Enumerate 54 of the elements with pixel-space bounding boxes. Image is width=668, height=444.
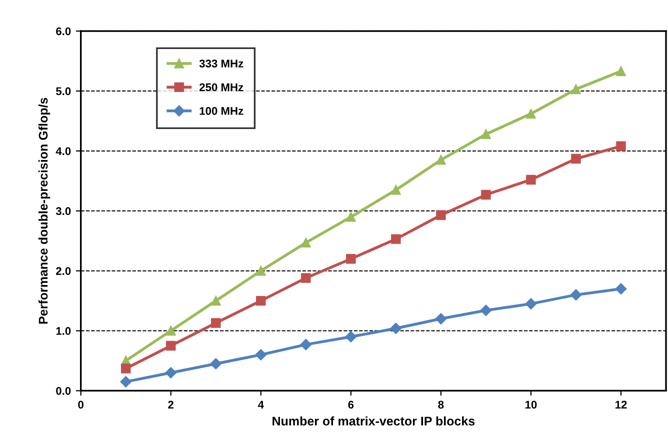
point (525, 298, 537, 310)
point (210, 358, 222, 370)
point (301, 238, 311, 248)
point (346, 254, 356, 264)
point (571, 154, 581, 164)
point (256, 266, 266, 276)
point (166, 340, 176, 351)
x-tick-label: 12 (616, 400, 627, 408)
point (481, 129, 491, 140)
point (526, 174, 536, 185)
y-axis-title: Performance double-precision Gflop/s (38, 98, 50, 324)
point (300, 338, 312, 350)
x-tick-label: 4 (258, 400, 264, 408)
point (435, 313, 447, 324)
y-tick-label: 1.0 (56, 327, 71, 335)
point (436, 155, 446, 165)
y-tick-label: 6.0 (56, 27, 71, 36)
point (166, 326, 176, 336)
point (256, 296, 266, 306)
point (436, 210, 446, 220)
point (211, 318, 221, 328)
point (391, 185, 401, 195)
point (390, 322, 402, 334)
y-tick-label: 5.0 (56, 87, 71, 96)
x-tick-label: 8 (438, 400, 444, 409)
legend-label: 250 MHz (200, 83, 244, 92)
y-tick-label: 0.0 (56, 386, 71, 395)
point (615, 283, 627, 294)
point (616, 66, 626, 76)
point (301, 273, 311, 283)
x-tick-label: 6 (348, 400, 354, 409)
point (211, 296, 221, 306)
y-tick-label: 4.0 (56, 147, 71, 156)
point (481, 190, 491, 200)
point (120, 364, 131, 374)
legend-label: 333 MHz (199, 60, 244, 68)
point (165, 367, 176, 378)
legend-label: 100 MHz (200, 107, 244, 115)
x-axis-title: Number of matrix-vector IP blocks (272, 416, 475, 426)
point (571, 84, 581, 94)
x-tick-label: 10 (525, 400, 537, 409)
point (570, 289, 582, 300)
point (391, 234, 401, 244)
y-tick-label: 2.0 (56, 267, 71, 275)
point (526, 108, 536, 119)
point (255, 349, 266, 360)
point (345, 331, 357, 342)
point (480, 304, 492, 316)
point (616, 141, 626, 152)
y-tick-label: 3.0 (56, 207, 71, 216)
x-tick-label: 0 (78, 400, 84, 409)
x-tick-label: 2 (168, 400, 174, 408)
point (346, 212, 356, 222)
point (120, 376, 132, 388)
